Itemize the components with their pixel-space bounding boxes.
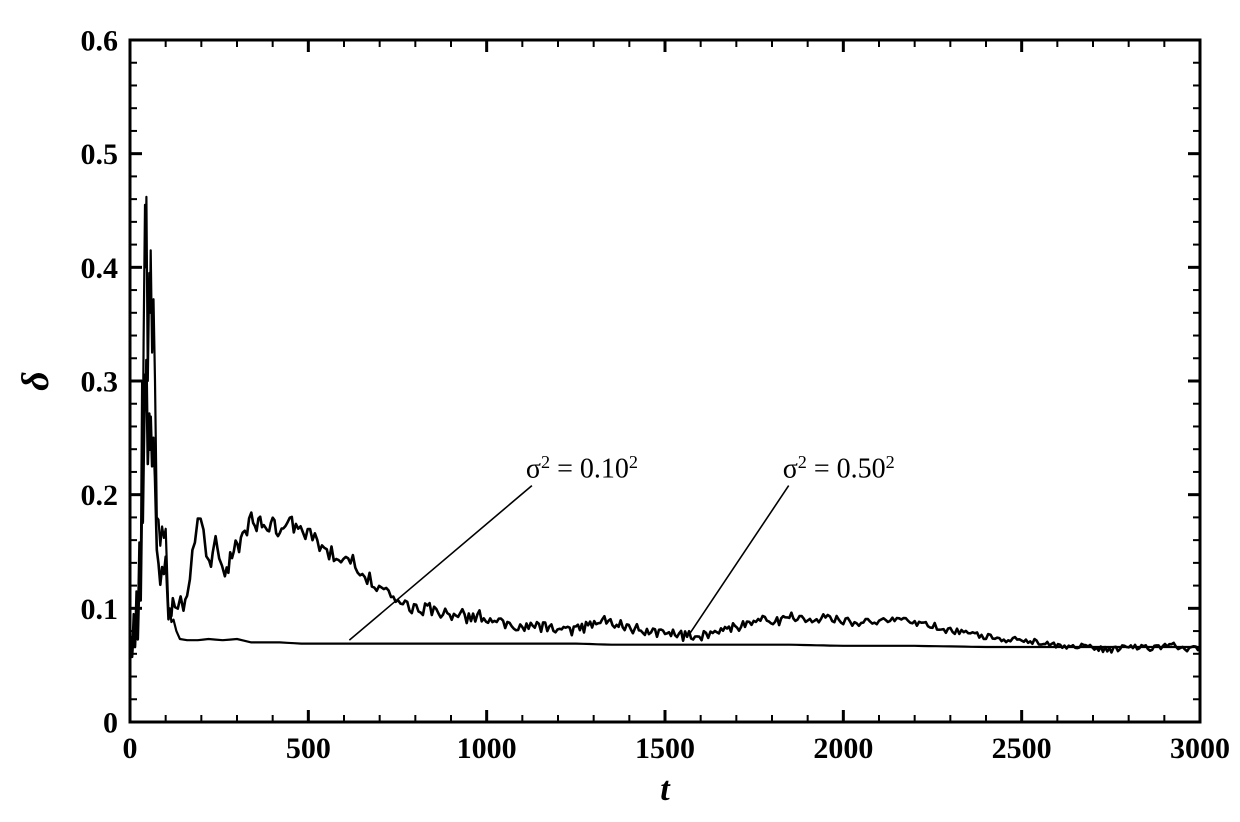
x-tick-label: 2500	[992, 732, 1052, 765]
label-sigma-050: σ2 = 0.502	[783, 452, 895, 485]
x-tick-label: 0	[123, 732, 138, 765]
label-sigma-050-leader	[690, 486, 789, 634]
chart-container: 0 500 1000 1500 2000 2500 3000 0 0.1 0.2 0.3 0.4 0.5…	[0, 0, 1240, 822]
x-tick-label: 1500	[635, 732, 695, 765]
x-tick-label: 500	[286, 732, 331, 765]
y-tick-label: 0.1	[81, 593, 119, 626]
x-axis-title: t	[660, 771, 671, 808]
line-chart: 0 500 1000 1500 2000 2500 3000 0 0.1 0.2 0.3 0.4 0.5…	[0, 0, 1240, 822]
y-tick-label: 0.2	[81, 479, 119, 512]
y-tick-label: 0.3	[81, 366, 119, 399]
plot-area	[130, 40, 1200, 722]
y-tick-label: 0.4	[81, 252, 119, 285]
y-tick-label: 0.6	[81, 25, 119, 58]
y-axis-title: δ	[15, 371, 57, 390]
series-sigma2_0.50	[131, 360, 1200, 657]
y-tick-label: 0.5	[81, 138, 119, 171]
series-sigma2_0.10	[131, 197, 1200, 654]
x-tick-label: 3000	[1170, 732, 1230, 765]
y-tick-label: 0	[103, 707, 118, 740]
x-tick-label: 1000	[457, 732, 517, 765]
x-tick-label: 2000	[813, 732, 873, 765]
label-sigma-010: σ2 = 0.102	[526, 452, 638, 485]
